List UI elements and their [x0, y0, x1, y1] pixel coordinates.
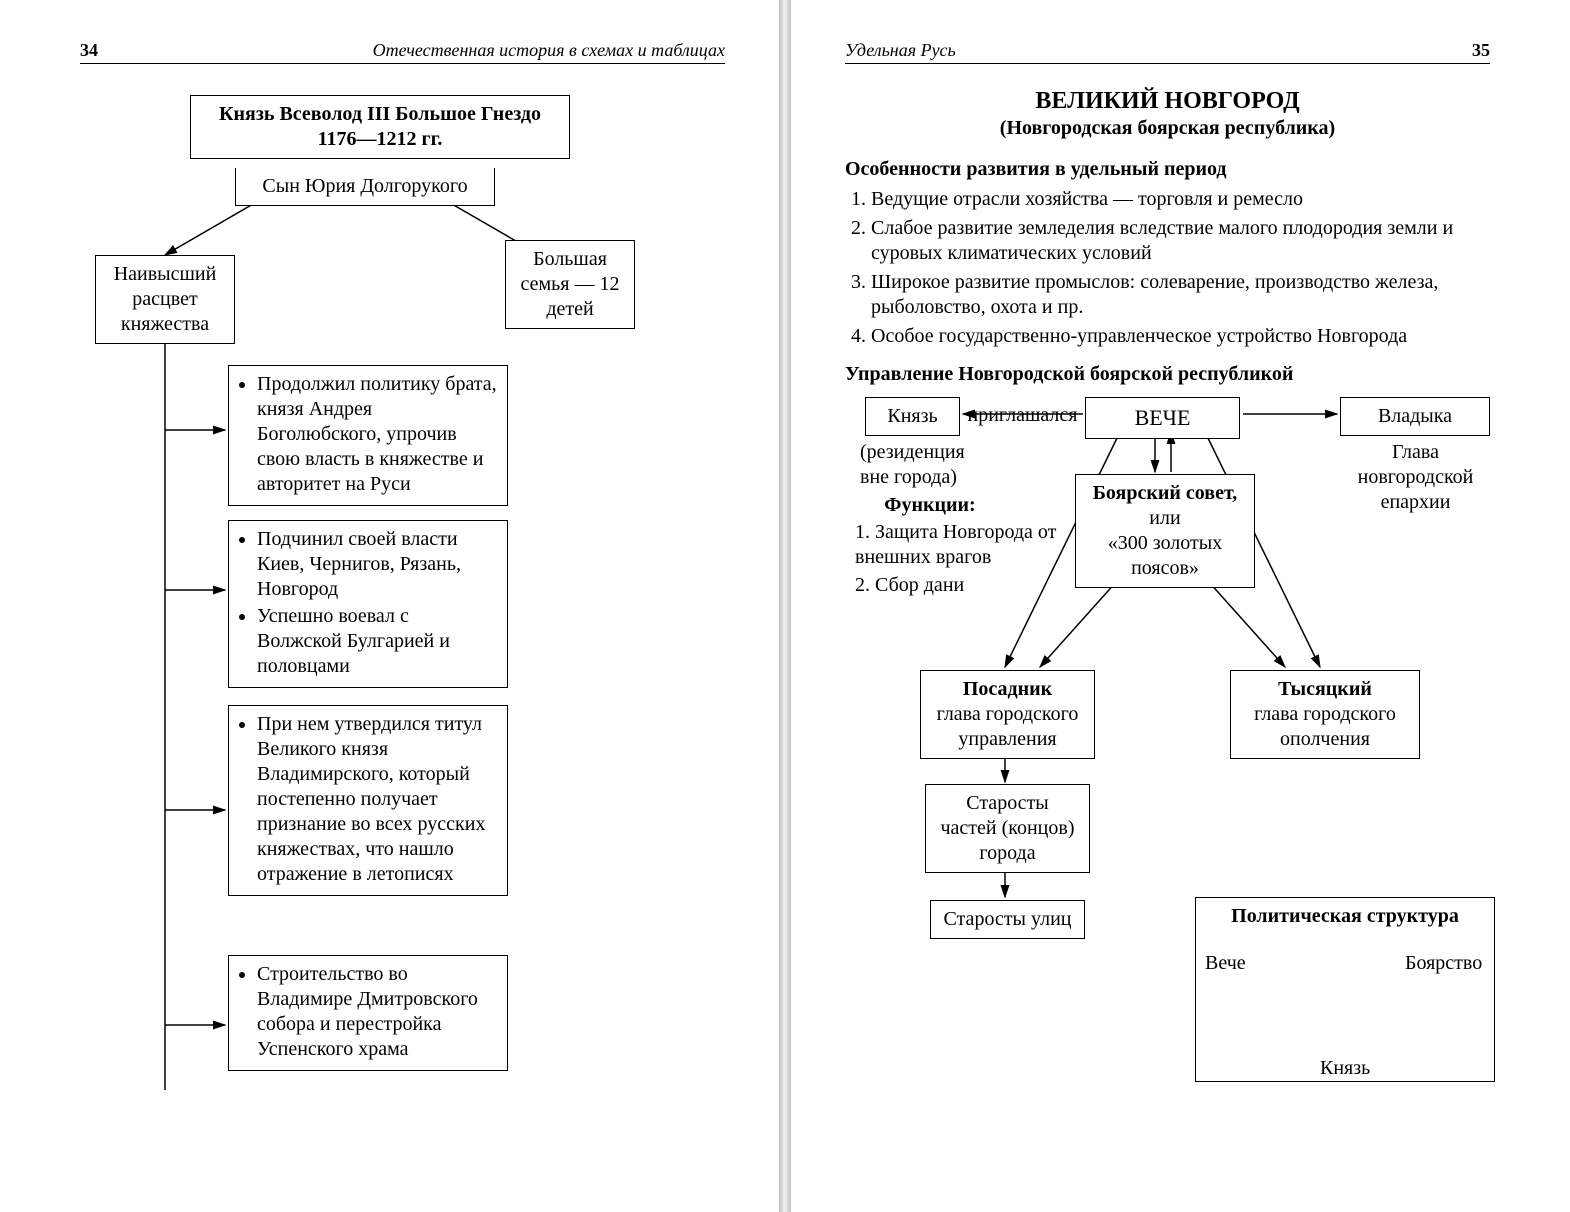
node-posadnik: Посадник глава городского управления [920, 670, 1095, 759]
node-vladyka: Владыка [1340, 397, 1490, 436]
tri-knyaz: Князь [1320, 1057, 1370, 1080]
subtitle: (Новгородская боярская республика) [845, 117, 1490, 140]
page-number: 34 [80, 40, 98, 61]
prince-years: 1176—1212 гг. [201, 127, 559, 152]
running-title: Отечественная история в схемах и таблица… [373, 40, 725, 61]
node-knyaz: Князь [865, 397, 960, 436]
gov-heading: Управление Новгородской боярской республ… [845, 363, 1490, 386]
main-title: ВЕЛИКИЙ НОВГОРОД [845, 88, 1490, 115]
features-list: Ведущие отрасли хозяйства — торговля и р… [845, 187, 1490, 349]
family-box: Большая семья — 12 детей [505, 240, 635, 329]
page-number-r: 35 [1472, 40, 1490, 61]
fact-5: Строительство во Владимире Дмитровского … [257, 962, 497, 1062]
prosperity-box: Наивысший расцвет княжества [95, 255, 235, 344]
prince-title-box: Князь Всеволод III Большое Гнездо 1176—1… [190, 95, 570, 159]
political-structure-box: Политическая структура [1195, 897, 1495, 1082]
page-35: Удельная Русь 35 ВЕЛИКИЙ НОВГОРОД (Новго… [785, 0, 1570, 1212]
book-spread: 34 Отечественная история в схемах и табл… [0, 0, 1570, 1212]
tri-veche: Вече [1205, 952, 1246, 975]
posadnik-label: Посадник [931, 677, 1084, 702]
feature-1: Ведущие отрасли хозяйства — торговля и р… [871, 187, 1490, 212]
fact-1: Продолжил политику брата, князя Андрея Б… [257, 372, 497, 497]
governance-diagram: Князь приглашался ВЕЧЕ Владыка Глава нов… [845, 392, 1490, 1092]
fact-4: При нем утвердился титул Великого князя … [257, 712, 497, 887]
node-starosty-ulits: Старосты улиц [930, 900, 1085, 939]
veche-label: ВЕЧЕ [1135, 405, 1191, 430]
node-starosty-konets: Старосты частей (концов) города [925, 784, 1090, 873]
son-label: Сын Юрия Долгорукого [262, 175, 467, 197]
vladyka-sub: Глава новгородской епархии [1333, 434, 1498, 521]
feature-2: Слабое развитие земледелия вследствие ма… [871, 216, 1490, 266]
boyar-l3: «300 золотых поясов» [1086, 531, 1244, 581]
feature-4: Особое государственно-управленческое уст… [871, 324, 1490, 349]
feature-3: Широкое развитие промыслов: солеварение,… [871, 270, 1490, 320]
fact-box-2: Подчинил своей власти Киев, Чернигов, Ря… [228, 520, 508, 688]
page-34: 34 Отечественная история в схемах и табл… [0, 0, 785, 1212]
prosperity-text: Наивысший расцвет княжества [114, 263, 217, 335]
gutter-shadow-r [785, 0, 791, 1212]
polit-title: Политическая структура [1206, 904, 1484, 929]
vladyka-label: Владыка [1351, 404, 1479, 429]
fact-3: Успешно воевал с Волжской Булгарией и по… [257, 604, 497, 679]
node-veche: ВЕЧЕ [1085, 397, 1240, 439]
posadnik-sub: глава городского управления [931, 702, 1084, 752]
boyar-l1: Боярский совет, [1086, 481, 1244, 506]
starosty1-label: Старосты частей (концов) города [940, 792, 1074, 864]
prince-name: Князь Всеволод III Большое Гнездо [201, 102, 559, 127]
node-boyar-council: Боярский совет, или «300 золотых поясов» [1075, 474, 1255, 588]
tys-label: Тысяцкий [1241, 677, 1409, 702]
family-text: Большая семья — 12 детей [521, 248, 620, 320]
features-heading: Особенности развития в удельный период [845, 158, 1490, 181]
fact-box-3: При нем утвердился титул Великого князя … [228, 705, 508, 896]
function-2: 2. Сбор дани [845, 567, 1045, 604]
fact-box-4: Строительство во Владимире Дмитровского … [228, 955, 508, 1071]
running-head-right: Удельная Русь 35 [845, 40, 1490, 64]
knyaz-label: Князь [887, 405, 937, 427]
node-tysyatsky: Тысяцкий глава городского ополчения [1230, 670, 1420, 759]
son-label-box: Сын Юрия Долгорукого [235, 168, 495, 206]
running-head-left: 34 Отечественная история в схемах и табл… [80, 40, 725, 64]
boyar-l2: или [1086, 506, 1244, 531]
fact-2: Подчинил своей власти Киев, Чернигов, Ря… [257, 527, 497, 602]
invited-label: приглашался [965, 397, 1080, 434]
tri-boyar: Боярство [1405, 952, 1482, 975]
running-title-r: Удельная Русь [845, 40, 956, 61]
starosty2-label: Старосты улиц [944, 908, 1072, 930]
tys-sub: глава городского ополчения [1241, 702, 1409, 752]
fact-box-1: Продолжил политику брата, князя Андрея Б… [228, 365, 508, 506]
